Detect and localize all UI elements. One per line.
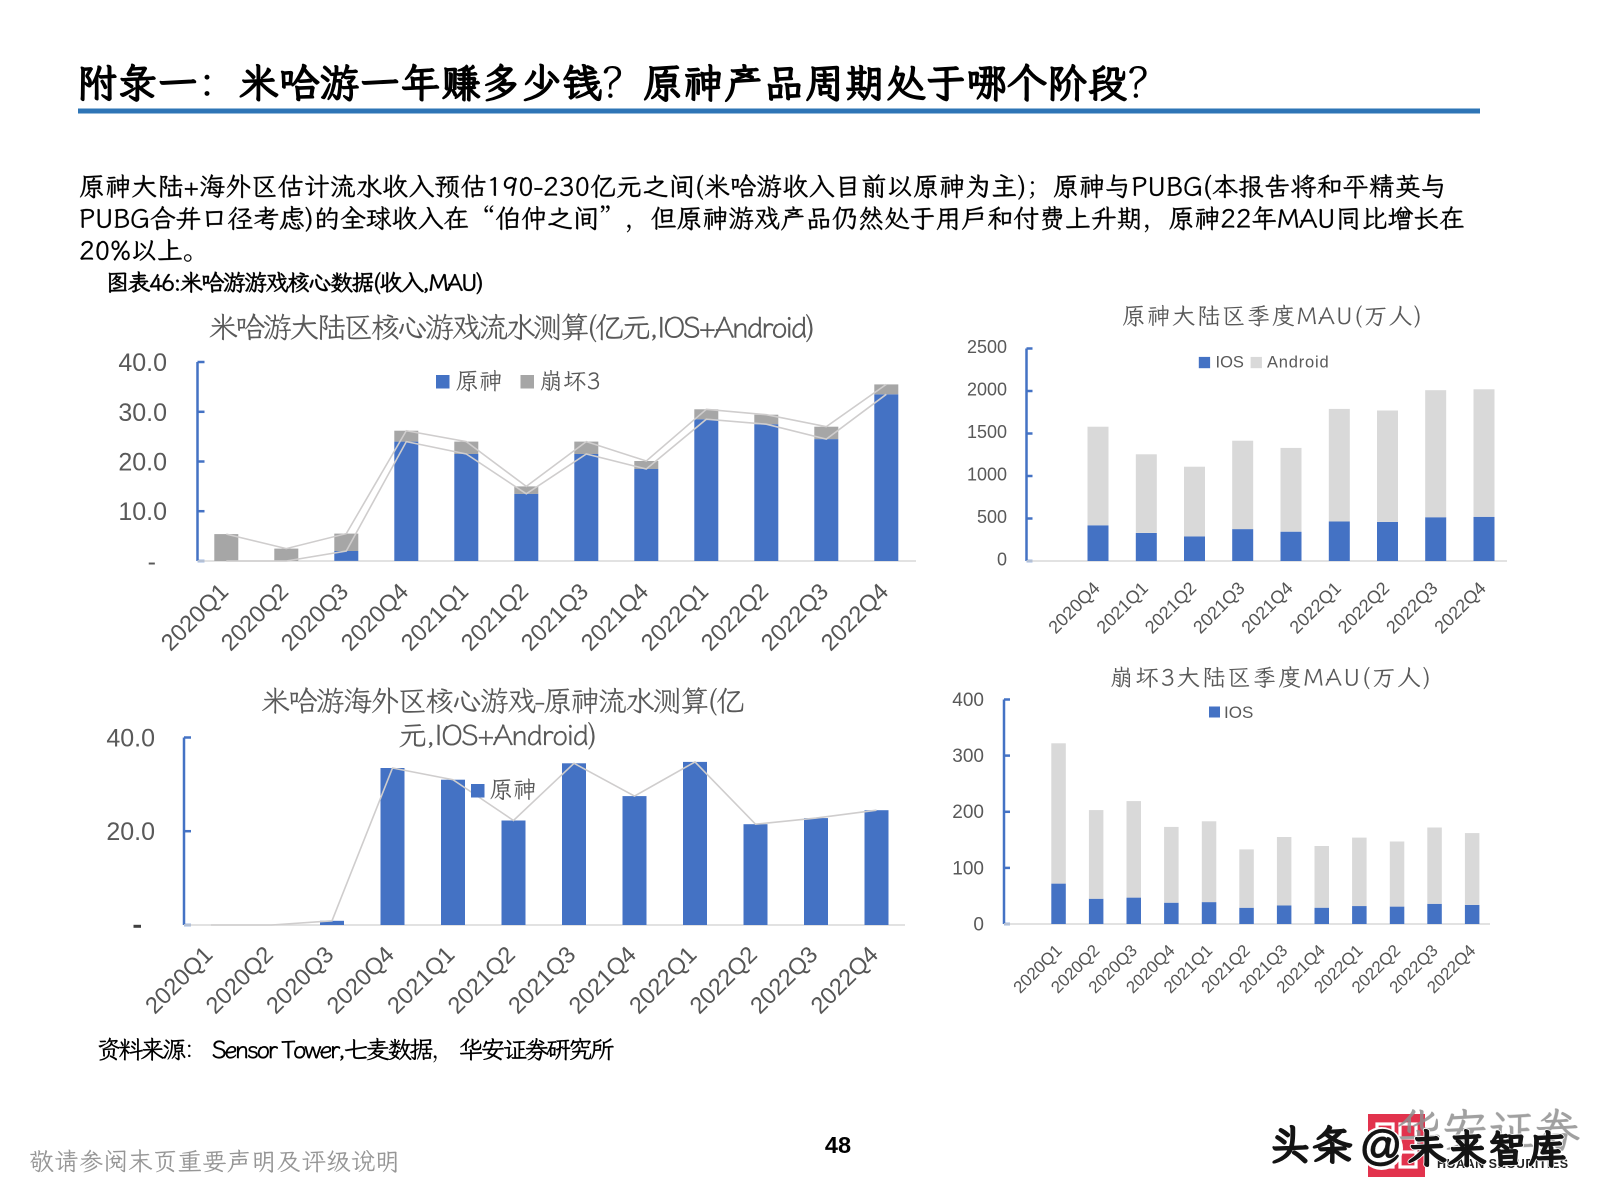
svg-text:2000: 2000 xyxy=(967,380,1007,400)
svg-text:20.0: 20.0 xyxy=(106,818,155,846)
svg-text:2022Q2: 2022Q2 xyxy=(1334,578,1393,637)
svg-text:IOS: IOS xyxy=(1216,354,1244,372)
svg-text:2500: 2500 xyxy=(967,337,1007,357)
svg-text:0: 0 xyxy=(973,915,984,936)
svg-text:2021Q1: 2021Q1 xyxy=(1093,578,1152,637)
svg-text:2021Q4: 2021Q4 xyxy=(1237,578,1296,637)
svg-text:2022Q1: 2022Q1 xyxy=(1286,578,1345,637)
svg-text:500: 500 xyxy=(977,507,1007,527)
svg-text:2021Q3: 2021Q3 xyxy=(1189,578,1248,637)
svg-text:300: 300 xyxy=(952,746,984,767)
svg-text:1000: 1000 xyxy=(967,465,1007,485)
svg-text:2022Q4: 2022Q4 xyxy=(1430,578,1489,637)
svg-text:10.0: 10.0 xyxy=(118,498,167,526)
svg-text:Android: Android xyxy=(1267,354,1329,372)
svg-text:2022Q4: 2022Q4 xyxy=(816,578,894,656)
svg-text:400: 400 xyxy=(952,690,984,711)
svg-text:2022Q4: 2022Q4 xyxy=(806,941,884,1019)
svg-text:IOS: IOS xyxy=(1224,703,1253,722)
svg-text:0: 0 xyxy=(997,550,1007,570)
svg-text:2022Q3: 2022Q3 xyxy=(1382,578,1441,637)
svg-text:100: 100 xyxy=(952,858,984,879)
svg-text:-: - xyxy=(148,548,156,576)
svg-text:48: 48 xyxy=(825,1132,851,1158)
svg-text:1500: 1500 xyxy=(967,422,1007,442)
svg-text:30.0: 30.0 xyxy=(118,399,167,427)
svg-text:20.0: 20.0 xyxy=(118,449,167,477)
svg-text:40.0: 40.0 xyxy=(118,349,167,377)
svg-text:40.0: 40.0 xyxy=(106,725,155,753)
svg-text:2021Q2: 2021Q2 xyxy=(1141,578,1200,637)
svg-text:200: 200 xyxy=(952,802,984,823)
svg-text:2020Q4: 2020Q4 xyxy=(1044,578,1103,637)
